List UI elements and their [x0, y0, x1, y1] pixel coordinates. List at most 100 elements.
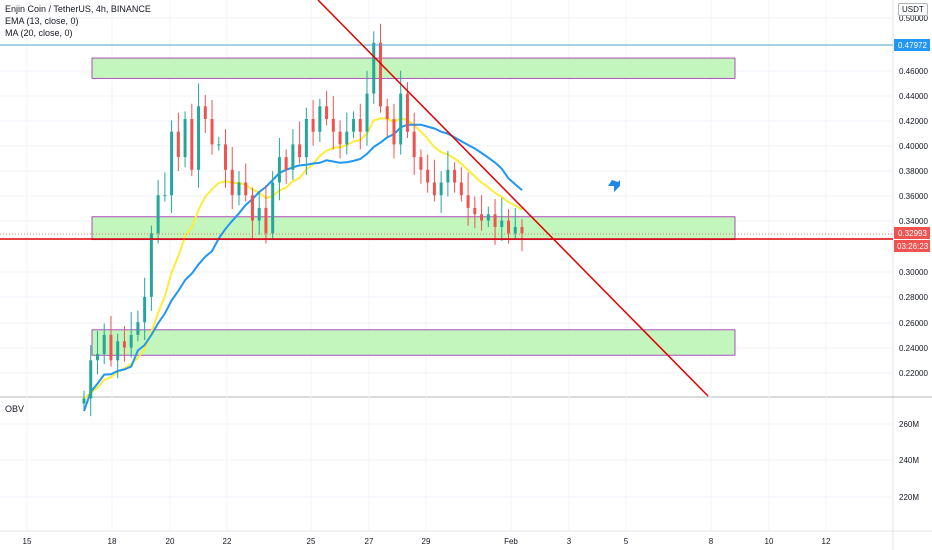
time-tick-label: 20: [166, 537, 175, 546]
candle-body: [277, 157, 281, 183]
time-tick-label: 15: [23, 537, 32, 546]
candle-body: [345, 131, 349, 145]
candle-body: [480, 214, 484, 221]
candle-body: [264, 207, 268, 234]
candle-body: [136, 322, 140, 335]
price-tick-label: 0.38000: [899, 167, 928, 176]
time-tick-label: 10: [765, 537, 774, 546]
symbol-title[interactable]: Enjin Coin / TetherUS, 4h, BINANCE: [5, 4, 151, 14]
candle-body: [284, 157, 288, 170]
ma-line: [83, 123, 523, 412]
candle-body: [143, 296, 147, 323]
level-badge: [894, 39, 930, 51]
obv-tick-label: 220M: [899, 493, 919, 502]
time-tick-label: 27: [365, 537, 374, 546]
candle-body: [432, 182, 436, 196]
drawing-overlays: [0, 0, 893, 397]
candle-body: [170, 131, 174, 196]
price-badges: 0.47972 0.32993 03:26:23: [894, 39, 930, 252]
candle-body: [95, 353, 99, 361]
obv-tick-label: 240M: [899, 456, 919, 465]
candle-body: [210, 119, 214, 145]
obv-tick-label: 260M: [899, 420, 919, 429]
candle-body: [163, 195, 167, 197]
ema-legend[interactable]: EMA (13, close, 0): [5, 16, 79, 26]
time-axis[interactable]: 15 18 20 22 25 27 29 Feb 3 5 8 10 12: [23, 537, 831, 546]
candle-body: [311, 119, 315, 132]
price-tick-label: 0.28000: [899, 293, 928, 302]
candle-body: [513, 226, 517, 234]
zone-rect: [91, 329, 736, 356]
candle-body: [358, 119, 362, 132]
time-tick-label: Feb: [504, 537, 518, 546]
candle-body: [203, 106, 207, 119]
candle-body: [493, 214, 497, 227]
moving-average-lines: [83, 117, 523, 412]
candle-body: [412, 131, 416, 158]
candle-body: [149, 233, 153, 297]
candle-body: [237, 182, 241, 196]
candle-body: [116, 341, 120, 361]
price-tick-label: 0.30000: [899, 268, 928, 277]
candle-body: [466, 195, 470, 208]
candle-body: [197, 106, 201, 170]
last-price-badge-text: 0.32993: [898, 229, 927, 238]
time-tick-label: 12: [822, 537, 831, 546]
candle-body: [176, 131, 180, 158]
candle-body: [318, 106, 322, 132]
ma-legend[interactable]: MA (20, close, 0): [5, 28, 73, 38]
candle-body: [507, 220, 511, 234]
time-tick-label: 5: [624, 537, 629, 546]
candle-body: [405, 93, 409, 132]
rocket-shape: [608, 172, 628, 192]
candle-body: [122, 341, 126, 348]
candle-body: [426, 169, 430, 183]
candle-body: [500, 220, 504, 227]
candle-body: [291, 144, 295, 170]
candle-body: [244, 182, 248, 196]
countdown-badge: [894, 240, 930, 252]
price-tick-label: 0.24000: [899, 344, 928, 353]
obv-legend[interactable]: OBV: [5, 404, 25, 414]
time-tick-label: 25: [307, 537, 316, 546]
price-tick-label: 0.34000: [899, 217, 928, 226]
candle-body: [331, 119, 335, 132]
candle-body: [190, 119, 194, 170]
candle-body: [82, 398, 86, 404]
candle-body: [439, 182, 443, 196]
candle-body: [392, 119, 396, 145]
candle-body: [385, 106, 389, 119]
candle-body: [217, 144, 221, 146]
price-tick-label: 0.40000: [899, 142, 928, 151]
candle-body: [399, 93, 403, 145]
candle-body: [89, 360, 93, 399]
price-tick-label: 0.42000: [899, 117, 928, 126]
candle-body: [365, 93, 369, 132]
price-tick-label: 0.22000: [899, 369, 928, 378]
time-tick-label: 22: [223, 537, 232, 546]
rocket-icon: [608, 172, 628, 192]
price-tick-label: 0.44000: [899, 92, 928, 101]
time-tick-label: 18: [108, 537, 117, 546]
candle-body: [378, 42, 382, 107]
candle-body: [453, 169, 457, 183]
price-tick-label: 0.36000: [899, 192, 928, 201]
price-tick-label: 0.50000: [899, 14, 928, 23]
zone-rect: [91, 216, 736, 241]
candle-body: [298, 144, 302, 158]
candle-body: [486, 214, 490, 221]
currency-button[interactable]: USDT: [898, 3, 928, 16]
candle-body: [230, 169, 234, 196]
candle-body: [459, 182, 463, 196]
time-tick-label: 8: [709, 537, 714, 546]
obv-axis[interactable]: 260M 240M 220M: [899, 420, 919, 502]
candle-body: [129, 334, 133, 348]
price-axis[interactable]: 0.50000 0.46000 0.44000 0.42000 0.40000 0.380…: [899, 14, 928, 378]
candle-body: [520, 226, 524, 234]
candle-body: [102, 334, 106, 354]
price-tick-label: 0.46000: [899, 67, 928, 76]
candle-body: [304, 119, 308, 158]
candle-body: [473, 207, 477, 215]
